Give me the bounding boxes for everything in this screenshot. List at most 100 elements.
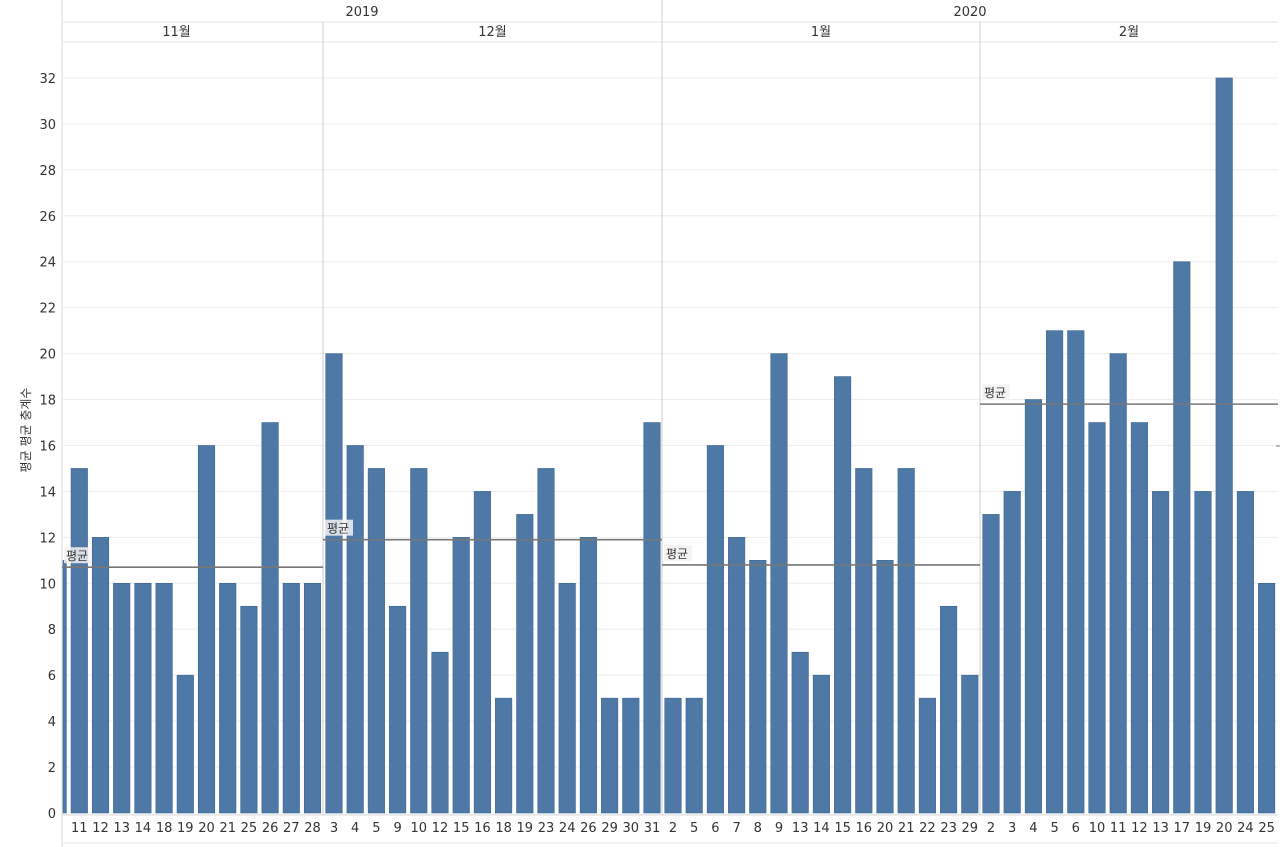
x-tick-label: 17 (1174, 821, 1191, 836)
x-tick-label: 5 (690, 821, 698, 836)
bar (134, 582, 152, 814)
bar (876, 560, 894, 814)
x-tick-label: 4 (351, 821, 359, 836)
bar (1130, 422, 1148, 814)
bar (770, 353, 788, 814)
bar (643, 422, 661, 814)
x-tick-label: 14 (813, 821, 830, 836)
x-tick-label: 29 (962, 821, 979, 836)
x-tick-label: 2 (669, 821, 677, 836)
bar (579, 537, 597, 814)
x-tick-label: 2 (987, 821, 995, 836)
x-tick-label: 18 (156, 821, 173, 836)
x-tick-label: 12 (92, 821, 109, 836)
month-header: 1월 (811, 25, 831, 40)
average-label-background (64, 547, 92, 564)
x-tick-label: 4 (1029, 821, 1037, 836)
x-tick-label: 5 (1050, 821, 1058, 836)
bar (176, 674, 194, 814)
bar (1215, 77, 1233, 814)
y-tick-label: 6 (48, 669, 56, 684)
x-tick-label: 25 (1258, 821, 1275, 836)
bar (1067, 330, 1085, 814)
bar (516, 514, 534, 814)
bar (961, 674, 979, 814)
average-label: 평균 (327, 522, 349, 536)
bar (685, 697, 703, 814)
bar (601, 697, 619, 814)
average-label: 평균 (66, 549, 88, 563)
x-tick-label: 28 (304, 821, 321, 836)
x-tick-label: 15 (453, 821, 470, 836)
bar (70, 468, 88, 814)
bar (664, 697, 682, 814)
y-tick-label: 30 (39, 118, 56, 133)
x-tick-label: 29 (601, 821, 618, 836)
bar (1003, 491, 1021, 814)
y-tick-label: 14 (39, 485, 56, 500)
bar (940, 605, 958, 814)
x-tick-label: 23 (940, 821, 957, 836)
chart-frame (61, 0, 1280, 847)
x-tick-label: 31 (644, 821, 661, 836)
x-tick-label: 26 (262, 821, 279, 836)
y-tick-label: 28 (39, 164, 56, 179)
bar (982, 514, 1000, 814)
bar (389, 605, 407, 814)
bar (791, 651, 809, 814)
year-header: 2019 (345, 5, 378, 20)
average-label-background (982, 384, 1010, 401)
bar (855, 468, 873, 814)
bar (113, 582, 131, 814)
bar (282, 582, 300, 814)
bar (261, 422, 279, 814)
x-tick-label: 25 (241, 821, 258, 836)
x-tick-label: 19 (177, 821, 194, 836)
bar (834, 376, 852, 814)
y-tick-label: 22 (39, 302, 56, 317)
bar (197, 445, 216, 814)
x-tick-label: 6 (711, 821, 719, 836)
x-tick-label: 24 (1237, 821, 1254, 836)
bar (155, 582, 173, 814)
x-tick-label: 12 (432, 821, 449, 836)
bar (1109, 353, 1127, 814)
bar (367, 468, 385, 814)
y-axis-label: 평균 평균 충계수 (19, 388, 33, 473)
month-header: 2월 (1119, 25, 1139, 40)
x-tick-label: 5 (372, 821, 380, 836)
x-tick-label: 9 (775, 821, 783, 836)
x-tick-label: 13 (1152, 821, 1169, 836)
bar (473, 491, 491, 814)
x-tick-label: 16 (474, 821, 491, 836)
x-tick-label: 11 (71, 821, 88, 836)
bar (62, 560, 67, 814)
x-tick-label: 13 (113, 821, 130, 836)
y-tick-label: 16 (39, 439, 56, 454)
x-tick-label: 3 (330, 821, 338, 836)
average-label-background (325, 519, 353, 536)
month-header: 12월 (478, 25, 507, 40)
y-tick-label: 8 (48, 623, 56, 638)
bar (240, 605, 258, 814)
y-tick-label: 24 (39, 256, 56, 271)
x-tick-label: 22 (919, 821, 936, 836)
bar (452, 537, 470, 814)
bar (706, 445, 724, 814)
average-label: 평균 (984, 386, 1006, 400)
x-tick-label: 21 (219, 821, 236, 836)
x-tick-label: 19 (1195, 821, 1212, 836)
x-tick-label: 20 (877, 821, 894, 836)
y-tick-label: 12 (39, 531, 56, 546)
y-tick-label: 26 (39, 210, 56, 225)
bar (918, 697, 936, 814)
bar (91, 537, 110, 814)
x-tick-label: 10 (1089, 821, 1106, 836)
x-tick-label: 19 (517, 821, 534, 836)
bar (431, 651, 449, 814)
x-tick-label: 13 (792, 821, 809, 836)
x-tick-label: 7 (732, 821, 740, 836)
